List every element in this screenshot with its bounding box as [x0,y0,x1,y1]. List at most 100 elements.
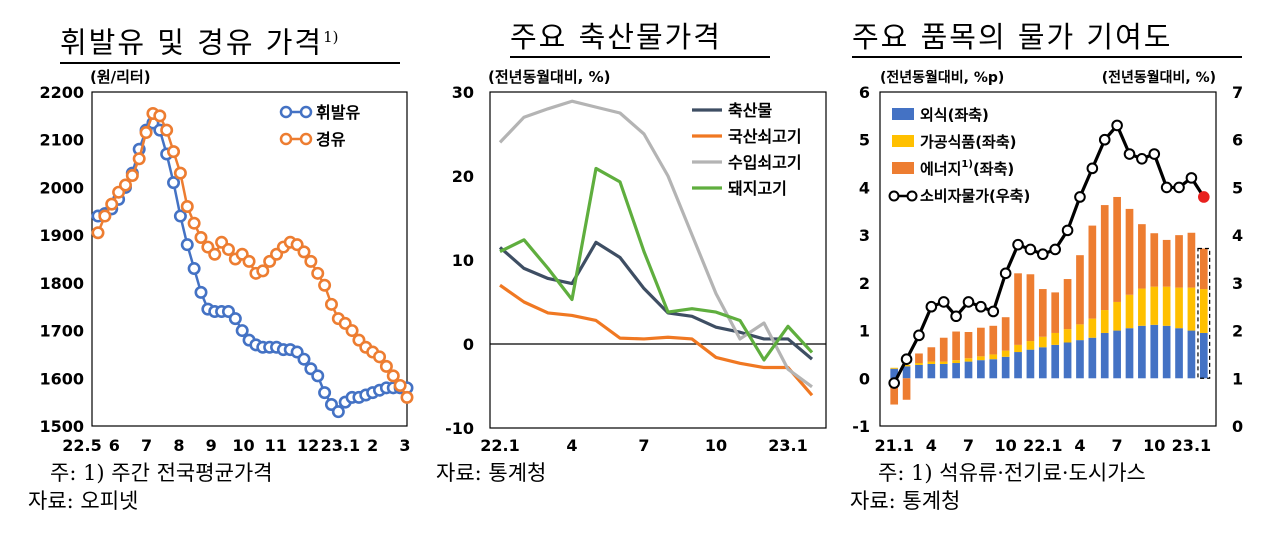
x-tick-label: 9 [206,436,217,455]
bar-segment-3 [1175,235,1183,288]
data-point-series-2 [173,166,187,180]
legend-label: 외식(좌축) [920,106,989,124]
bar-segment-2 [1113,301,1121,331]
cpi-point [950,310,962,323]
data-point-series-2 [318,278,332,292]
bar-segment-2 [1063,329,1072,343]
bar-segment-1 [1001,356,1010,379]
x-tick-label: 22.1 [1023,436,1062,455]
bar-segment-1 [1063,342,1072,379]
bar-segment-1 [1162,325,1171,379]
chart-title: 주요 축산물가격 [510,18,770,58]
bar-segment-2 [1150,286,1159,325]
cpi-point [1173,181,1185,194]
cpi-point [1024,243,1037,256]
data-point-series-2 [118,178,132,192]
preliminary-bar-outline [1197,247,1211,379]
y-tick-label-right: 4 [1232,226,1243,245]
cpi-point [1123,148,1136,160]
bar-segment-2 [1076,324,1084,341]
plot-frame [879,91,1217,427]
x-tick-label: 10 [995,436,1017,455]
bar-segment-3 [1150,233,1159,287]
data-point-series-1 [297,352,311,366]
bar-segment-1 [1026,349,1035,379]
data-point-series-2 [373,350,387,364]
bar-segment-1 [1014,352,1022,379]
bar-segment-3 [1125,208,1134,295]
bar-segment-3 [1001,317,1010,351]
cpi-point [913,329,925,342]
data-point-series-2 [194,231,208,245]
axis-unit-label: (전년동월대비, %) [488,68,610,86]
plot-frame [489,91,827,429]
bar-segment-1 [1038,347,1047,379]
chart-panel-fuel-prices: 휘발유 및 경유 가격1) (원/리터) 2200 2100 2000 1900 1800… [0,0,420,533]
bar-segment-3 [1113,196,1121,302]
data-point-series-2 [208,247,222,261]
cpi-point [1185,172,1198,184]
y-tick-label: 1600 [39,369,84,388]
bar-segment-3 [1138,224,1146,289]
data-point-series-2 [393,378,407,392]
bar-segment-1 [989,359,998,379]
bar-segment-2 [1138,288,1146,326]
bar-segment-1 [890,368,899,379]
bar-segment-3 [1026,274,1035,342]
legend-marker [299,105,313,119]
bar-segment-2 [964,358,973,362]
data-point-series-1 [194,285,208,299]
legend-marker [279,105,293,119]
data-point-series-1 [187,262,201,276]
y-tick-label: -10 [445,419,474,438]
cpi-point [1136,153,1148,165]
x-tick-label: 11 [265,436,287,455]
y-tick-label: 0 [463,335,474,354]
bar-segment-1 [939,363,948,379]
y-tick-label: 1800 [39,274,84,293]
bar-segment-3 [964,332,973,359]
bar-segment-1 [927,363,936,379]
y-tick-label-right: 5 [1232,178,1243,197]
data-point-series-2 [379,359,393,373]
data-point-series-2 [386,369,400,383]
axis-unit-label: (원/리터) [90,68,151,86]
y-tick-label-right: 1 [1232,369,1243,388]
data-point-series-2 [132,152,146,166]
data-point-series-2 [105,197,119,211]
x-tick-label: 22.5 [62,436,101,455]
bar-segment-3 [1038,289,1047,337]
bar-segment-3 [1076,255,1084,325]
data-point-series-1 [167,176,181,190]
data-point-series-2 [400,390,414,404]
bar-segment-3 [952,331,960,361]
bar-segment-2 [989,354,998,360]
cpi-point [1061,224,1074,237]
x-tick-label: 6 [109,436,120,455]
data-point-series-2 [91,226,105,240]
chart-title: 주요 품목의 물가 기여도 [852,18,1242,58]
legend-label: 가공식품(좌축) [920,133,1017,151]
legend-label: 소비자물가(우축) [920,187,1030,205]
bar-segment-3 [1162,239,1171,287]
data-point-series-2 [304,254,318,268]
x-tick-label: 23.1 [768,436,807,455]
bar-segment-3 [1100,205,1109,311]
bar-segment-2 [915,363,923,365]
legend-marker [279,132,293,146]
x-tick-label: 7 [141,436,152,455]
cpi-contribution-combo-chart: (전년동월대비, %p) (전년동월대비, %)6543210-176543210… [852,69,1243,455]
cpi-point [1049,243,1061,256]
bar-segment-1 [1150,324,1159,379]
y-tick-label-right: 7 [1232,83,1243,102]
cpi-point [1074,191,1086,203]
bar-segment-2 [952,360,960,364]
y-tick-label-left: 0 [859,369,870,388]
data-point-series-1 [235,324,249,338]
data-point-series-2 [139,126,153,140]
legend-swatch [892,108,914,120]
bar-segment-1 [977,360,985,379]
source-note: 자료: 통계청 [436,461,547,485]
y-tick-label-left: 2 [859,274,870,293]
cpi-point [925,300,938,313]
